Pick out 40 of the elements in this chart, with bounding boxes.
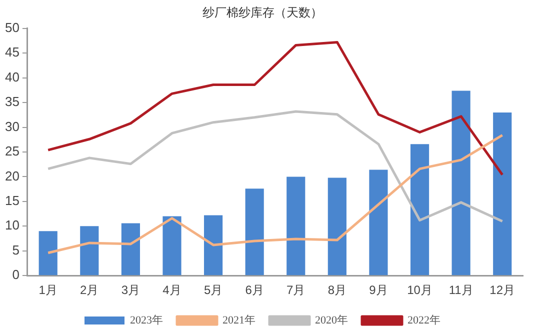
x-tick-label: 7月 [286, 283, 306, 298]
bar [204, 215, 223, 276]
x-tick-label: 4月 [162, 283, 182, 298]
bar [38, 231, 58, 276]
x-tick-label: 10月 [407, 283, 432, 298]
y-tick-label: 5 [12, 242, 20, 258]
y-tick-label: 20 [4, 168, 20, 184]
bar [80, 226, 99, 276]
y-tick-label: 50 [4, 20, 20, 35]
y-tick-label: 0 [12, 267, 20, 282]
legend-label: 2021年 [222, 314, 256, 326]
bar [493, 112, 512, 276]
x-tick-label: 6月 [245, 283, 264, 298]
x-tick-label: 5月 [204, 283, 223, 298]
y-tick-label: 15 [4, 193, 20, 208]
y-tick-label: 35 [4, 94, 20, 110]
x-tick-label: 11月 [448, 283, 474, 298]
chart-title: 纱厂棉纱库存（天数） [202, 5, 322, 20]
x-tick-label: 1月 [38, 283, 58, 298]
x-tick-label: 9月 [369, 283, 388, 298]
bar [452, 90, 470, 276]
y-tick-label: 45 [4, 44, 20, 60]
x-tick-label: 2月 [80, 283, 99, 298]
bar [286, 176, 306, 276]
y-tick-label: 25 [4, 144, 20, 159]
y-tick-label: 10 [4, 218, 20, 233]
bar [410, 144, 430, 276]
bar [328, 178, 346, 276]
y-tick-label: 40 [4, 69, 20, 84]
bar [121, 223, 140, 276]
legend-label: 2022年 [408, 314, 440, 326]
legend-label: 2023年 [130, 314, 163, 326]
x-tick-label: 8月 [328, 283, 347, 298]
legend-label: 2020年 [315, 314, 348, 326]
x-tick-label: 3月 [121, 283, 140, 298]
bar [245, 188, 264, 276]
bar [369, 170, 388, 276]
bar [162, 216, 182, 276]
x-tick-label: 12月 [490, 283, 516, 298]
y-tick-label: 30 [4, 118, 20, 134]
